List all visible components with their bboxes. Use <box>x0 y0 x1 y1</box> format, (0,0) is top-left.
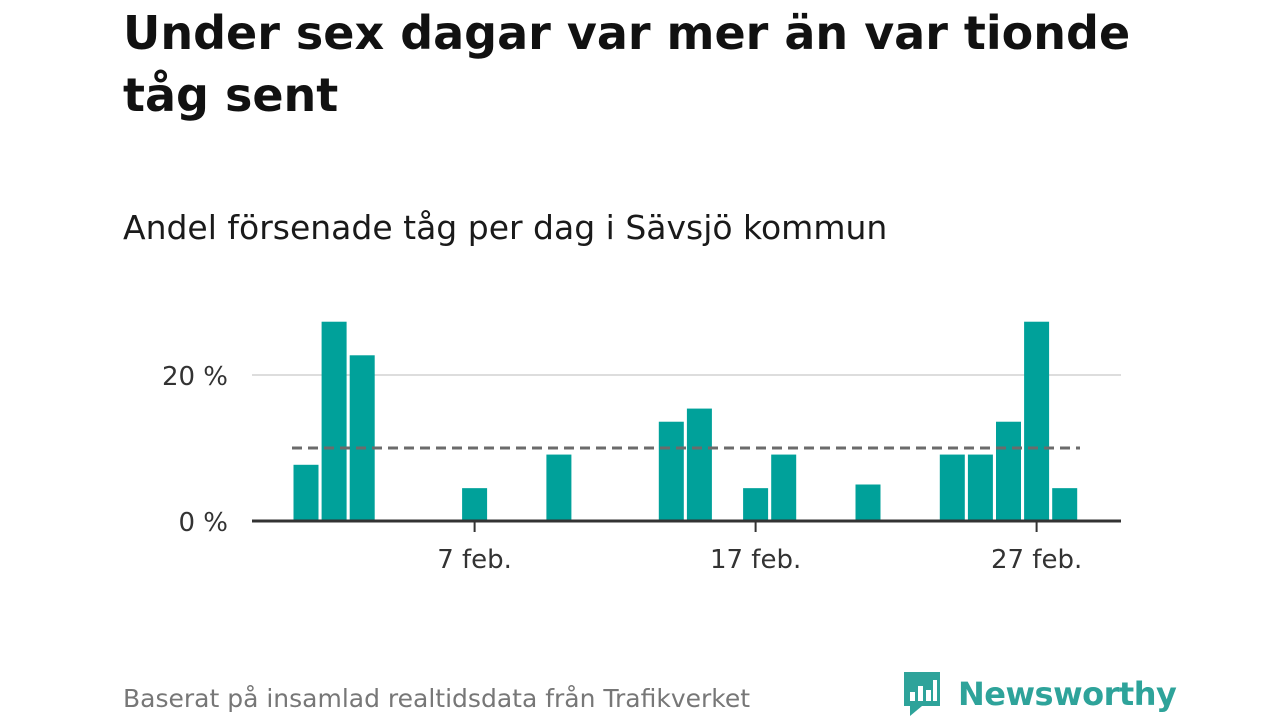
bar <box>743 488 769 521</box>
bar <box>293 464 319 521</box>
bar <box>1052 488 1078 521</box>
bar <box>1024 321 1050 521</box>
bar <box>939 454 965 521</box>
bar <box>546 454 572 521</box>
chart-subtitle: Andel försenade tåg per dag i Sävsjö kom… <box>123 208 888 247</box>
newsworthy-logo: Newsworthy <box>902 670 1177 718</box>
bar <box>658 421 684 521</box>
bar <box>967 454 993 521</box>
source-note: Baserat på insamlad realtidsdata från Tr… <box>123 684 751 713</box>
y-tick-label: 20 % <box>162 362 228 392</box>
bar <box>462 488 488 521</box>
bar <box>771 454 797 521</box>
bar <box>996 421 1021 521</box>
bar <box>686 408 712 521</box>
axes: 0 % 20 % 7 feb. 17 feb. 27 feb. <box>162 362 1121 575</box>
bars <box>293 321 1078 521</box>
newsworthy-logo-icon <box>904 672 940 716</box>
bar <box>349 355 375 521</box>
x-tick-label: 7 feb. <box>437 545 512 575</box>
brand-name: Newsworthy <box>958 675 1177 713</box>
bar <box>321 321 347 521</box>
chart-headline: Under sex dagar var mer än var tionde tå… <box>123 6 1131 122</box>
x-tick-label: 17 feb. <box>710 545 801 575</box>
x-tick-label: 27 feb. <box>991 545 1082 575</box>
bar <box>855 484 881 521</box>
y-tick-label: 0 % <box>178 508 228 538</box>
